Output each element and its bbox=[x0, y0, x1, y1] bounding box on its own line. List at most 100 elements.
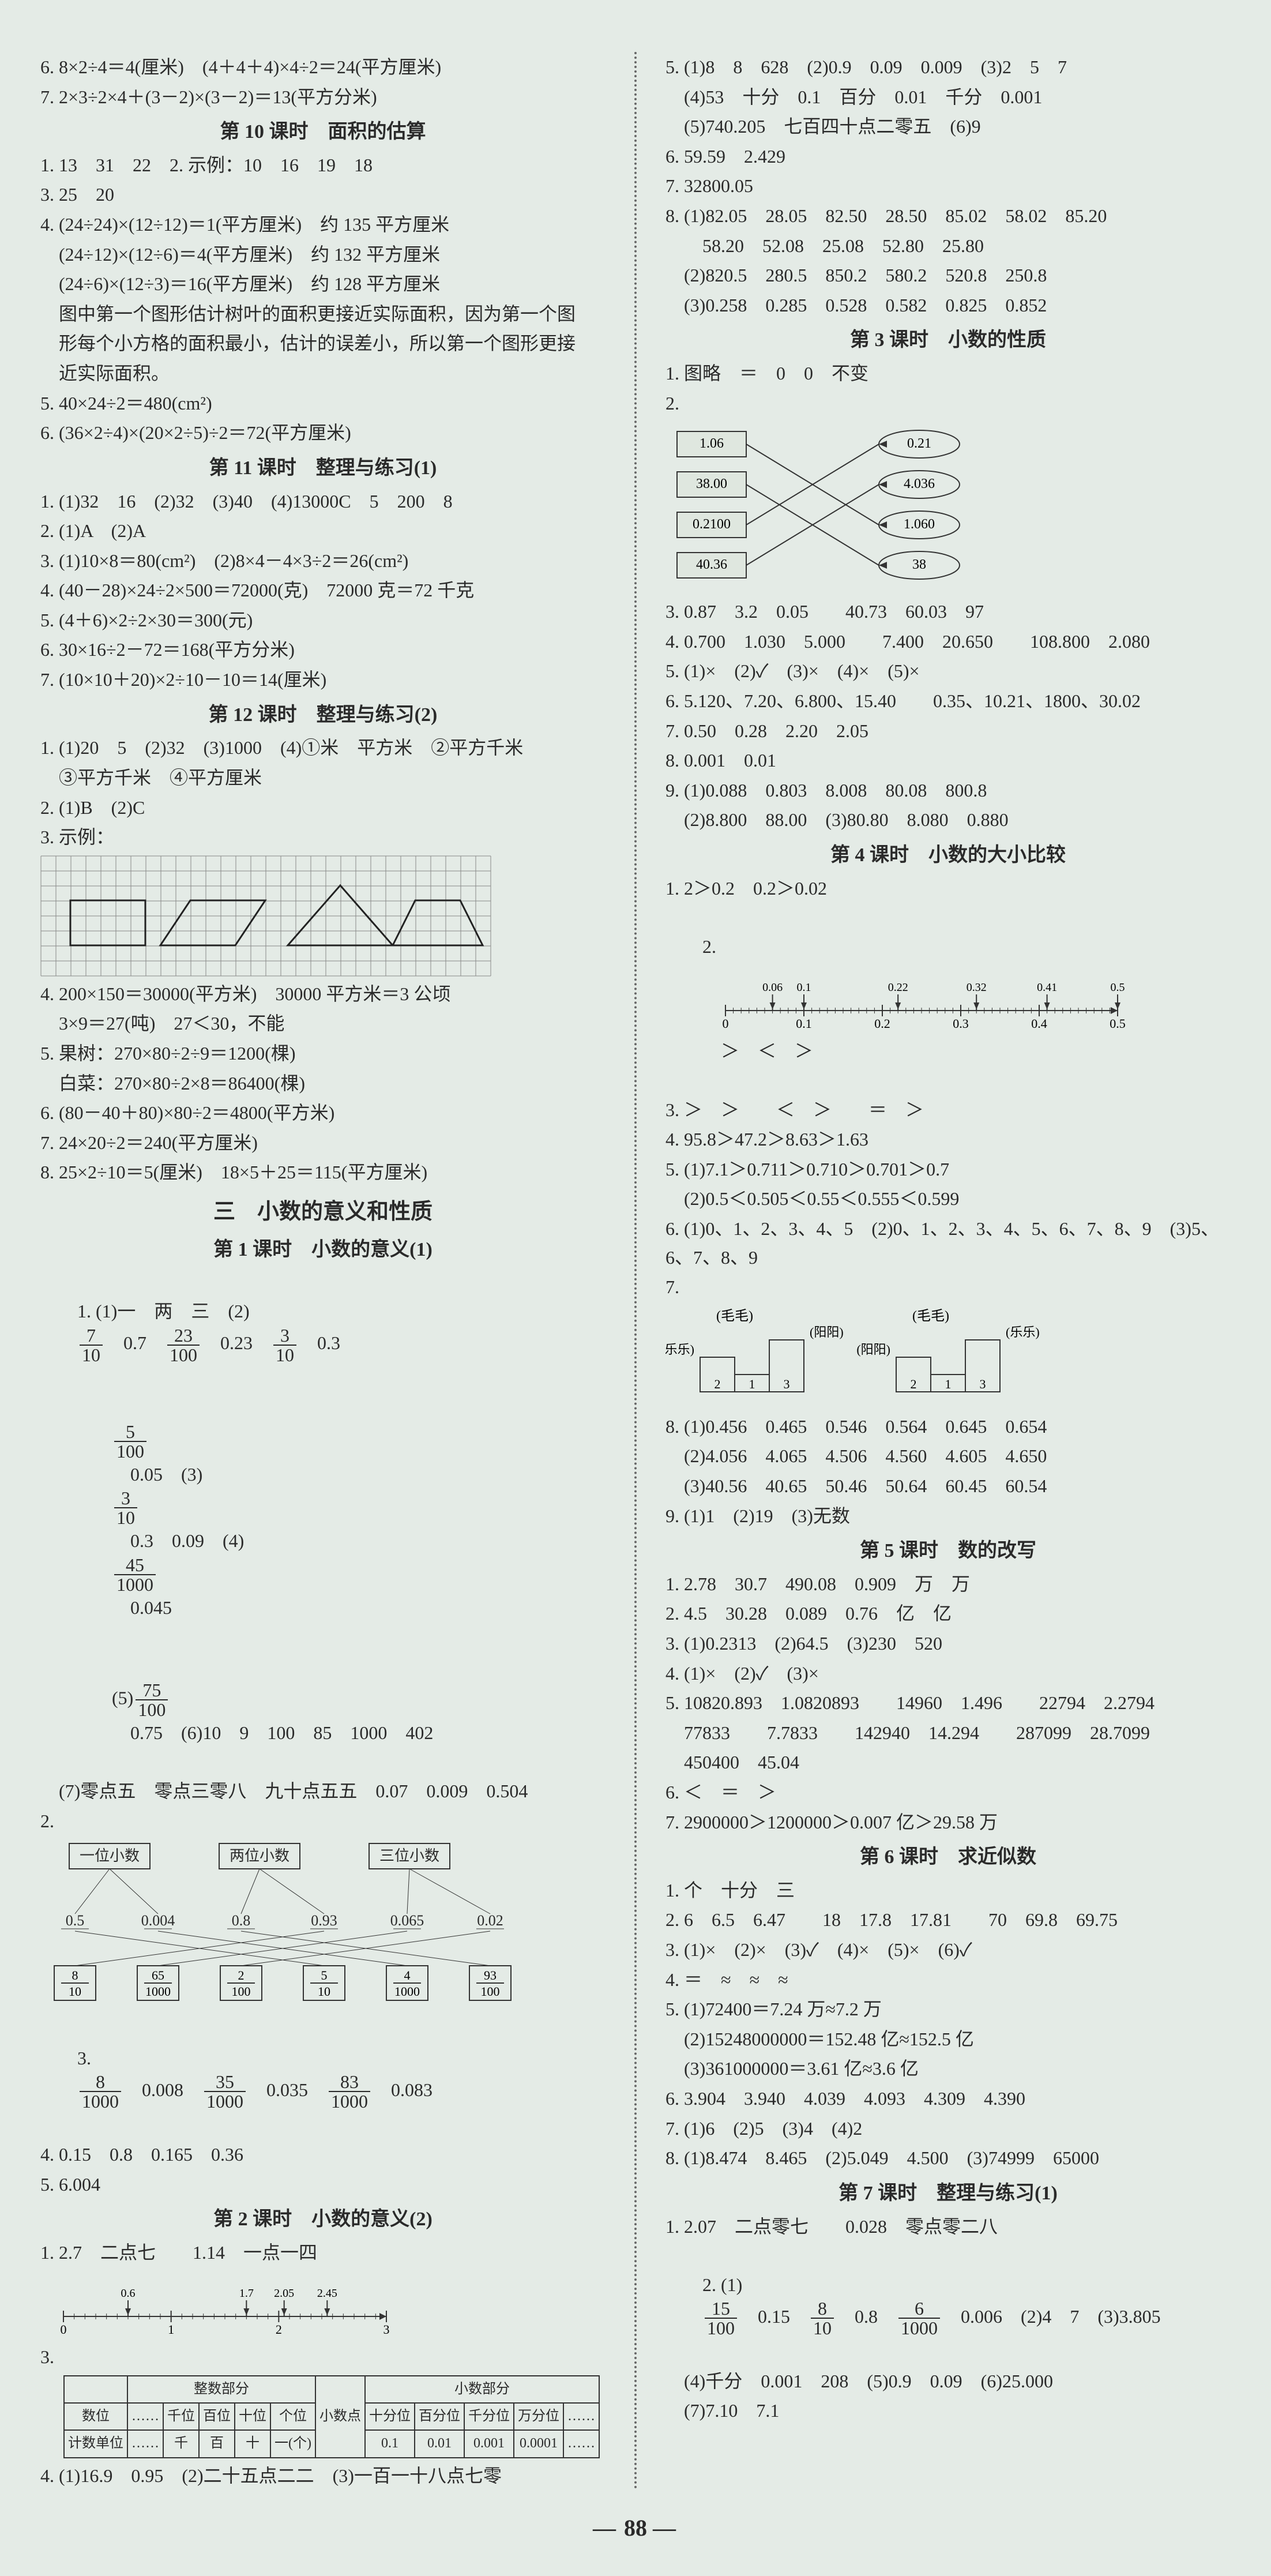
text-line: 77833 7.7833 142940 14.294 287099 28.709… bbox=[665, 1719, 1231, 1748]
d1-q3: 3. 81000 0.008 351000 0.035 831000 0.083 bbox=[40, 2015, 606, 2139]
text-span: 0.045 bbox=[112, 1597, 172, 1618]
text-line: 4. 200×150＝30000(平方米) 30000 平方米＝3 公顷 bbox=[40, 980, 606, 1009]
text-line: (2)0.5＜0.505＜0.55＜0.555＜0.599 bbox=[665, 1185, 1231, 1214]
text-line: 5. (1)× (2)✓ (3)× (4)× (5)× bbox=[665, 657, 1231, 686]
lesson-heading-r3: 第 3 课时 小数的性质 bbox=[665, 325, 1231, 356]
text-line: (3)40.56 40.65 50.46 50.64 60.45 60.54 bbox=[665, 1472, 1231, 1501]
text-line: (4)53 十分 0.1 百分 0.01 千分 0.001 bbox=[665, 83, 1231, 112]
svg-text:0.22: 0.22 bbox=[888, 981, 908, 994]
text-line: 3. ＞ ＞ ＜ ＞ ＝ ＞ bbox=[665, 1096, 1231, 1125]
fraction-run: 710 0.7 23100 0.23 310 0.3 bbox=[77, 1332, 340, 1353]
svg-text:0.06: 0.06 bbox=[762, 981, 783, 994]
r4-q2: 2. 00.10.20.30.40.50.060.10.220.320.410.… bbox=[665, 904, 1231, 1094]
column-divider bbox=[634, 52, 637, 2491]
block-r7: (4)千分 0.001 208 (5)0.9 0.09 (6)25.000 (7… bbox=[665, 2367, 1231, 2425]
svg-text:5: 5 bbox=[321, 1968, 328, 1982]
svg-text:0.5: 0.5 bbox=[66, 1912, 85, 1929]
svg-text:0.32: 0.32 bbox=[967, 981, 987, 994]
d1-q1-line1: 1. (1)一 两 三 (2) 710 0.7 23100 0.23 310 0… bbox=[40, 1268, 606, 1392]
lesson-heading-12: 第 12 课时 整理与练习(2) bbox=[40, 700, 606, 731]
block-h11: 1. (1)32 16 (2)32 (3)40 (4)13000C 5 200 … bbox=[40, 487, 606, 694]
fraction: 310 bbox=[273, 1326, 296, 1364]
svg-text:(毛毛): (毛毛) bbox=[716, 1308, 753, 1324]
svg-text:0.4: 0.4 bbox=[1031, 1016, 1047, 1031]
text-line: 1. (1)32 16 (2)32 (3)40 (4)13000C 5 200 … bbox=[40, 487, 606, 516]
block-d1-tail: 4. 0.15 0.8 0.165 0.365. 6.004 bbox=[40, 2141, 606, 2199]
lesson-heading-r6: 第 6 课时 求近似数 bbox=[665, 1842, 1231, 1873]
svg-text:10: 10 bbox=[318, 1984, 330, 1999]
r7-q2: 2. (1) 15100 0.15 810 0.8 61000 0.006 (2… bbox=[665, 2242, 1231, 2366]
text-line: 近实际面积。 bbox=[40, 359, 606, 388]
svg-text:(乐乐): (乐乐) bbox=[1006, 1325, 1040, 1339]
svg-text:1: 1 bbox=[168, 2322, 174, 2337]
text-line: 58.20 52.08 25.08 52.80 25.80 bbox=[665, 232, 1231, 261]
text-line: 5. (1)72400＝7.24 万≈7.2 万 bbox=[665, 1995, 1231, 2024]
text-line: 3. 0.87 3.2 0.05 40.73 60.03 97 bbox=[665, 598, 1231, 626]
text-line: (24÷6)×(12÷3)＝16(平方厘米) 约 128 平方厘米 bbox=[40, 270, 606, 299]
text-line: 5. (1)8 8 628 (2)0.9 0.09 0.009 (3)2 5 7 bbox=[665, 53, 1231, 82]
svg-text:(阳阳): (阳阳) bbox=[810, 1325, 844, 1339]
svg-text:0.5: 0.5 bbox=[1110, 1016, 1126, 1031]
text-span: 1. (1)一 两 三 (2) bbox=[77, 1301, 250, 1321]
text-line: (2)4.056 4.065 4.506 4.560 4.605 4.650 bbox=[665, 1442, 1231, 1471]
block-r4b: 8. (1)0.456 0.465 0.546 0.564 0.645 0.65… bbox=[665, 1413, 1231, 1530]
text-line: (4)千分 0.001 208 (5)0.9 0.09 (6)25.000 bbox=[665, 2367, 1231, 2396]
svg-text:2: 2 bbox=[911, 1377, 917, 1391]
svg-text:4.036: 4.036 bbox=[904, 476, 935, 491]
text-span: 2. bbox=[702, 936, 716, 957]
text-line: 4. (40－28)×24÷2×500＝72000(克) 72000 克＝72 … bbox=[40, 576, 606, 605]
text-line: 5. 10820.893 1.0820893 14960 1.496 22794… bbox=[665, 1689, 1231, 1718]
bar-comparison-diagram: (毛毛)213(乐乐)(阳阳)(毛毛)213(阳阳)(乐乐) bbox=[665, 1305, 1069, 1409]
svg-text:0.1: 0.1 bbox=[796, 1016, 812, 1031]
r7-line1: 1. 2.07 二点零七 0.028 零点零二八 bbox=[665, 2213, 1231, 2241]
svg-text:1000: 1000 bbox=[145, 1984, 171, 1999]
block-h12-b: 4. 200×150＝30000(平方米) 30000 平方米＝3 公顷 3×9… bbox=[40, 980, 606, 1187]
lesson-heading-11: 第 11 课时 整理与练习(1) bbox=[40, 453, 606, 484]
place-value-table: 整数部分小数点小数部分数位……千位百位十位个位十分位百分位千分位万分位……计数单… bbox=[63, 2375, 600, 2458]
text-line: 6. 5.120、7.20、6.800、15.40 0.35、10.21、180… bbox=[665, 687, 1231, 716]
svg-text:38: 38 bbox=[912, 557, 926, 572]
text-line: 5. (1)7.1＞0.711＞0.710＞0.701＞0.7 bbox=[665, 1155, 1231, 1184]
svg-text:100: 100 bbox=[232, 1984, 251, 1999]
text-line: 6. (1)0、1、2、3、4、5 (2)0、1、2、3、4、5、6、7、8、9… bbox=[665, 1215, 1231, 1272]
text-line: 白菜：270×80÷2×8＝86400(棵) bbox=[40, 1069, 606, 1098]
svg-text:两位小数: 两位小数 bbox=[230, 1847, 289, 1864]
text-line: 3. (1)10×8＝80(cm²) (2)8×4－4×3÷2＝26(cm²) bbox=[40, 547, 606, 576]
text-line: 6. 59.59 2.429 bbox=[665, 142, 1231, 171]
text-line: 5. 40×24÷2＝480(cm²) bbox=[40, 389, 606, 418]
text-line: 450400 45.04 bbox=[665, 1748, 1231, 1777]
text-line: 6. (36×2÷4)×(20×2÷5)÷2＝72(平方厘米) bbox=[40, 419, 606, 448]
fraction: 810 bbox=[811, 2299, 834, 2337]
text-line: (2)820.5 280.5 850.2 580.2 520.8 250.8 bbox=[665, 261, 1231, 290]
r3-line1: 1. 图略 ＝ 0 0 不变 bbox=[665, 359, 1231, 388]
svg-text:0.93: 0.93 bbox=[311, 1912, 337, 1929]
svg-text:8: 8 bbox=[72, 1968, 78, 1982]
text-line: 3. 示例： bbox=[40, 823, 606, 852]
svg-text:一位小数: 一位小数 bbox=[80, 1847, 140, 1864]
fraction: 75100 bbox=[136, 1681, 168, 1719]
text-line: ③平方千米 ④平方厘米 bbox=[40, 764, 606, 793]
text-line: 8. 0.001 0.01 bbox=[665, 746, 1231, 775]
svg-text:10: 10 bbox=[69, 1984, 81, 1999]
lesson-heading-r7: 第 7 课时 整理与练习(1) bbox=[665, 2179, 1231, 2209]
text-line: 7. 2900000＞1200000＞0.007 亿＞29.58 万 bbox=[665, 1808, 1231, 1837]
text-line: 3. (1)0.2313 (2)64.5 (3)230 520 bbox=[665, 1629, 1231, 1658]
text-line: 9. (1)0.088 0.803 8.008 80.08 800.8 bbox=[665, 776, 1231, 805]
text-span: 0.75 (6)10 9 100 85 1000 402 bbox=[112, 1722, 433, 1743]
svg-text:(阳阳): (阳阳) bbox=[856, 1342, 890, 1357]
text-line: 6. (80－40＋80)×80÷2＝4800(平方米) bbox=[40, 1099, 606, 1128]
text-line: (2)15248000000＝152.48 亿≈152.5 亿 bbox=[665, 2025, 1231, 2054]
text-line: (3)0.258 0.285 0.528 0.582 0.825 0.852 bbox=[665, 291, 1231, 320]
text-span: ＞ ＜ ＞ bbox=[702, 1041, 813, 1061]
svg-text:100: 100 bbox=[481, 1984, 500, 1999]
text-line: 8. 25×2÷10＝5(厘米) 18×5＋25＝115(平方厘米) bbox=[40, 1158, 606, 1187]
text-line: (3)361000000＝3.61 亿≈3.6 亿 bbox=[665, 2055, 1231, 2083]
fraction: 61000 bbox=[898, 2299, 940, 2337]
cross-matching-diagram: 1.0638.000.210040.360.214.0361.06038 bbox=[665, 421, 988, 594]
svg-text:38.00: 38.00 bbox=[696, 476, 727, 491]
text-line: 8. (1)0.456 0.465 0.546 0.564 0.645 0.65… bbox=[665, 1413, 1231, 1441]
text-line: 6. 3.904 3.940 4.039 4.093 4.309 4.390 bbox=[665, 2085, 1231, 2113]
text-line: (5)740.205 七百四十点二零五 (6)9 bbox=[665, 112, 1231, 141]
text-line: 7. (1)6 (2)5 (3)4 (4)2 bbox=[665, 2115, 1231, 2143]
block-r4a: 3. ＞ ＞ ＜ ＞ ＝ ＞4. 95.8＞47.2＞8.63＞1.635. (… bbox=[665, 1096, 1231, 1272]
